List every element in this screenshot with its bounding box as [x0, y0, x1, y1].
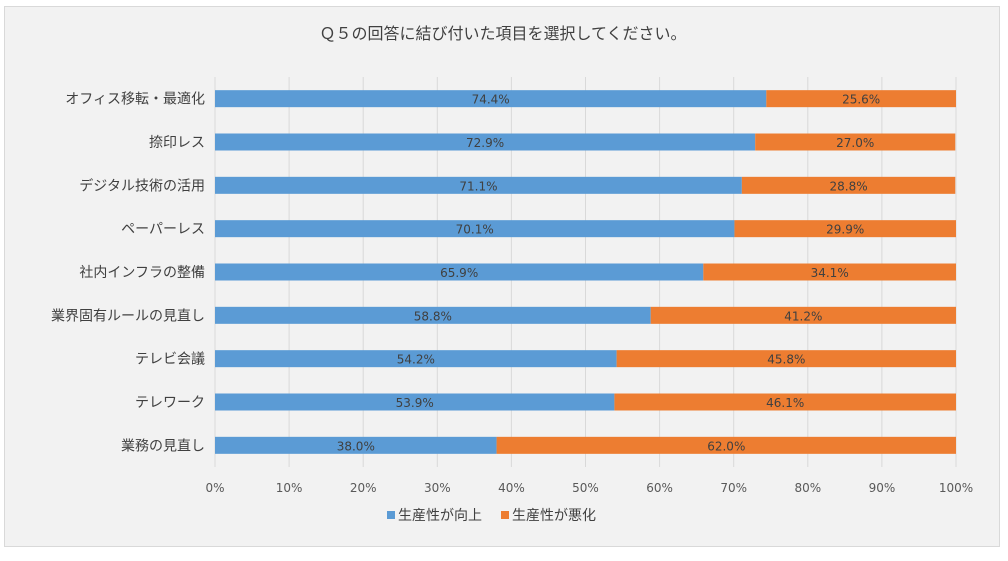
category-label: デジタル技術の活用 [79, 177, 205, 194]
bar-segment-improved [215, 263, 704, 281]
data-label: 74.4% [472, 93, 510, 107]
category-label: 社内インフラの整備 [79, 265, 205, 281]
category-label: テレワーク [135, 395, 205, 411]
category-label: オフィス移転・最適化 [65, 91, 205, 108]
bar-segment-improved [215, 350, 617, 368]
data-label: 62.0% [707, 439, 745, 453]
data-label: 54.2% [397, 353, 435, 367]
bar-segment-worsened [741, 176, 956, 194]
data-label: 58.8% [414, 309, 452, 323]
bar-segment-worsened [650, 306, 956, 324]
x-tick-label: 30% [424, 481, 451, 495]
bar-segment-improved [215, 306, 651, 324]
category-label: テレビ会議 [135, 351, 205, 368]
x-tick-label: 80% [794, 481, 821, 495]
category-label: ペーパーレス [121, 222, 205, 238]
bar-segment-worsened [766, 90, 956, 108]
x-tick-label: 0% [205, 481, 224, 495]
category-label: 業界固有ルールの見直し [51, 307, 205, 324]
data-label: 45.8% [767, 353, 805, 367]
bar-segment-worsened [755, 133, 956, 151]
x-tick-label: 50% [572, 481, 599, 495]
x-tick-label: 20% [350, 481, 377, 495]
data-label: 53.9% [396, 396, 434, 410]
x-tick-label: 70% [720, 481, 747, 495]
x-tick-label: 60% [646, 481, 673, 495]
data-label: 72.9% [466, 136, 504, 150]
bars: 74.4% 25.6% 72.9% 27.0% 71.1% 28.8% 70.1% 29.9%… [215, 90, 956, 454]
bar-segment-improved [215, 133, 756, 151]
legend-swatch-improved [387, 511, 395, 519]
stacked-bar-chart: Ｑ５の回答に結び付いた項目を選択してください。 74.4% 25.6% 72.9% 2… [51, 24, 973, 524]
bar-segment-improved [215, 220, 735, 238]
category-labels: オフィス移転・最適化捺印レスデジタル技術の活用ペーパーレス社内インフラの整備業界… [51, 91, 205, 455]
bar-segment-improved [215, 436, 497, 454]
data-label: 41.2% [784, 309, 822, 323]
category-label: 業務の見直し [121, 437, 205, 454]
legend-label: 生産性が向上 [398, 508, 482, 524]
bar-segment-improved [215, 393, 615, 411]
legend: 生産性が向上 生産性が悪化 [387, 508, 596, 524]
bar-segment-improved [215, 176, 742, 194]
x-tick-label: 10% [276, 481, 303, 495]
x-tick-label: 40% [498, 481, 525, 495]
bar-segment-worsened [703, 263, 956, 281]
chart-area: Ｑ５の回答に結び付いた項目を選択してください。 74.4% 25.6% 72.9% 2… [4, 6, 1000, 547]
bar-segment-worsened [496, 436, 956, 454]
data-label: 29.9% [826, 223, 864, 237]
legend-swatch-worsened [501, 511, 509, 519]
chart-title: Ｑ５の回答に結び付いた項目を選択してください。 [319, 24, 686, 43]
data-label: 70.1% [456, 223, 494, 237]
data-label: 27.0% [836, 136, 874, 150]
x-tick-label: 100% [939, 481, 973, 495]
bar-segment-worsened [734, 220, 956, 238]
data-label: 34.1% [811, 266, 849, 280]
bar-segment-worsened [614, 393, 956, 411]
x-axis-tick-labels: 0% 10% 20% 30% 40% 50% 60% 70% 80% 90% 100% [205, 481, 973, 495]
data-label: 71.1% [459, 179, 497, 193]
data-label: 28.8% [829, 179, 867, 193]
bar-segment-improved [215, 90, 767, 108]
x-tick-label: 90% [869, 481, 896, 495]
data-label: 38.0% [337, 439, 375, 453]
data-label: 65.9% [440, 266, 478, 280]
data-label: 25.6% [842, 93, 880, 107]
data-label: 46.1% [766, 396, 804, 410]
legend-label: 生産性が悪化 [512, 508, 596, 524]
bar-segment-worsened [616, 350, 956, 368]
category-label: 捺印レス [149, 135, 205, 151]
